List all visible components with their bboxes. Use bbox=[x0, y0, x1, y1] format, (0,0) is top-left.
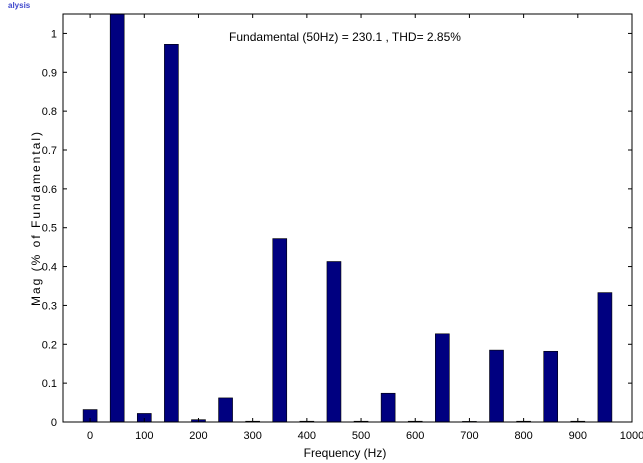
bar-550hz bbox=[380, 392, 396, 423]
window-title-fragment: alysis bbox=[8, 1, 31, 10]
bar-950hz bbox=[597, 292, 613, 423]
x-tick-label: 0 bbox=[87, 430, 93, 442]
bar-650hz bbox=[435, 333, 450, 423]
chart-title: Fundamental (50Hz) = 230.1 , THD= 2.85% bbox=[229, 30, 461, 44]
y-tick-label: 0.3 bbox=[42, 300, 57, 312]
bar-750hz bbox=[489, 349, 504, 423]
x-tick-label: 100 bbox=[135, 430, 153, 442]
y-axis-label: Mag (% of Fundamental) bbox=[29, 130, 43, 306]
y-tick-label: 0.7 bbox=[42, 145, 57, 157]
x-tick-label: 800 bbox=[514, 430, 532, 442]
y-tick-label: 0.6 bbox=[42, 184, 57, 196]
y-tick-label: 0.2 bbox=[42, 339, 57, 351]
x-tick-label: 400 bbox=[298, 430, 316, 442]
x-tick-label: 200 bbox=[189, 430, 207, 442]
x-tick-label: 1000 bbox=[620, 430, 643, 442]
bar-450hz bbox=[326, 261, 342, 423]
y-tick-label: 0 bbox=[51, 417, 57, 429]
bar-250hz bbox=[218, 397, 233, 423]
x-tick-label: 600 bbox=[406, 430, 424, 442]
x-axis-label: Frequency (Hz) bbox=[304, 446, 387, 460]
bar-150hz bbox=[164, 44, 179, 423]
y-tick-label: 0.9 bbox=[42, 67, 57, 79]
y-tick-label: 0.4 bbox=[42, 262, 57, 274]
x-tick-label: 700 bbox=[460, 430, 478, 442]
y-tick-label: 1 bbox=[51, 28, 57, 40]
x-tick-label: 500 bbox=[352, 430, 370, 442]
x-tick-label: 900 bbox=[569, 430, 587, 442]
y-tick-label: 0.5 bbox=[42, 223, 57, 235]
bar-50hz bbox=[109, 13, 125, 423]
y-tick-label: 0.8 bbox=[42, 106, 57, 118]
x-tick-label: 300 bbox=[243, 430, 261, 442]
bar-850hz bbox=[543, 350, 559, 423]
bar-350hz bbox=[272, 238, 288, 423]
y-tick-label: 0.1 bbox=[42, 378, 57, 390]
plot-frame bbox=[62, 13, 633, 423]
